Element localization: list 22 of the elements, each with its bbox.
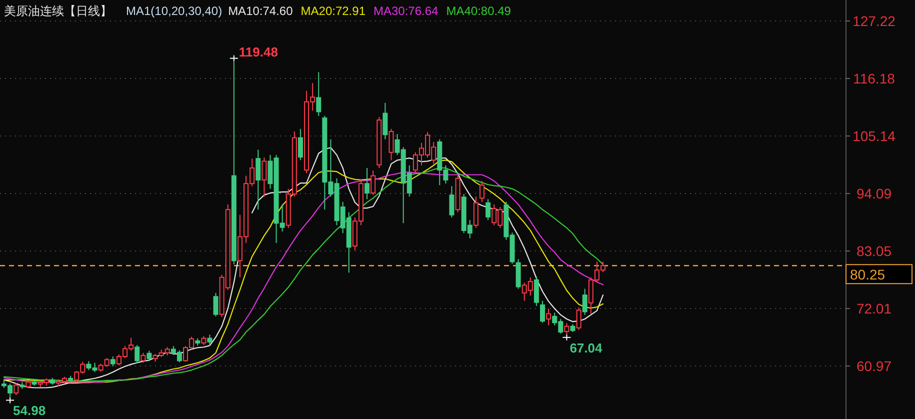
text: MA20:72.91	[300, 4, 366, 18]
text: MA30:76.64	[374, 4, 439, 18]
y-tick-label: 83.05	[856, 243, 892, 260]
y-tick-label: 72.01	[856, 300, 892, 317]
candlestick	[382, 102, 388, 140]
legend-title: MA1(10,20,30,40)	[126, 4, 222, 18]
y-tick-label: 94.09	[856, 186, 892, 202]
text: MA10:74.60	[228, 4, 294, 18]
annotation: 119.48	[238, 44, 278, 60]
annotation: 54.98	[13, 403, 46, 418]
ref-line-label: 80.25	[850, 266, 886, 283]
candlestick	[256, 149, 261, 210]
y-tick-label: 127.22	[852, 12, 896, 29]
y-tick-label: 105.14	[852, 128, 896, 144]
candlestick	[546, 308, 552, 326]
y-tick-label: 116.18	[853, 70, 896, 86]
text: MA40:80.49	[446, 4, 512, 18]
chart-title: 美原油连续【日线】	[4, 4, 112, 18]
candlestick	[516, 258, 521, 290]
annotation: 67.04	[570, 340, 603, 356]
y-tick-label: 60.97	[856, 358, 892, 374]
candlestick	[316, 72, 322, 116]
